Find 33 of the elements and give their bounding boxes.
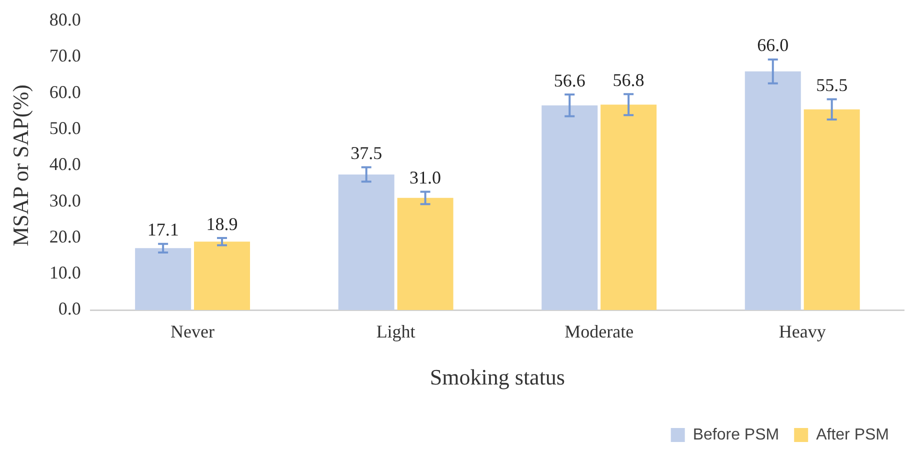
y-tick-label: 80.0 [49,10,81,30]
legend-label: After PSM [816,426,889,444]
y-tick-label: 20.0 [49,226,81,246]
x-tick-label: Moderate [564,322,634,342]
data-label: 37.5 [350,142,382,163]
data-label: 66.0 [757,35,789,56]
bar [338,174,394,310]
legend-label: Before PSM [692,426,780,444]
bar [804,109,860,310]
y-tick-label: 30.0 [49,190,81,210]
data-label: 17.1 [147,220,179,240]
y-tick-label: 50.0 [49,118,81,138]
bar [194,242,250,310]
y-tick-label: 40.0 [49,154,81,174]
x-axis-title: Smoking status [430,364,565,390]
y-tick-label: 60.0 [49,82,81,102]
data-label: 18.9 [206,214,238,234]
y-axis-title: MSAP or SAP(%) [8,84,33,246]
x-tick-label: Never [170,322,215,342]
bar [542,105,598,310]
x-tick-label: Heavy [778,322,826,342]
data-label: 56.8 [612,70,644,90]
data-label: 55.5 [816,74,848,95]
y-tick-label: 10.0 [49,262,81,283]
y-tick-label: 70.0 [49,46,81,66]
x-tick-label: Light [376,322,416,342]
data-label: 56.6 [554,70,586,90]
y-tick-label: 0.0 [58,298,81,319]
bar [600,104,657,310]
data-label: 31.0 [410,168,442,188]
bar [397,198,454,310]
bar [744,71,801,310]
bar [135,248,192,310]
